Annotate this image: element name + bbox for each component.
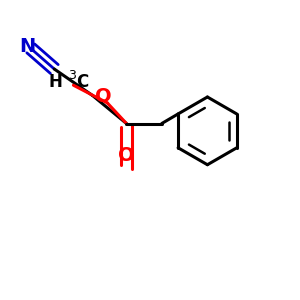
Text: O: O: [118, 146, 135, 164]
Text: O: O: [94, 88, 111, 106]
Text: 3: 3: [68, 69, 76, 82]
Text: N: N: [19, 38, 35, 56]
Text: H: H: [48, 73, 62, 91]
Text: C: C: [76, 73, 88, 91]
